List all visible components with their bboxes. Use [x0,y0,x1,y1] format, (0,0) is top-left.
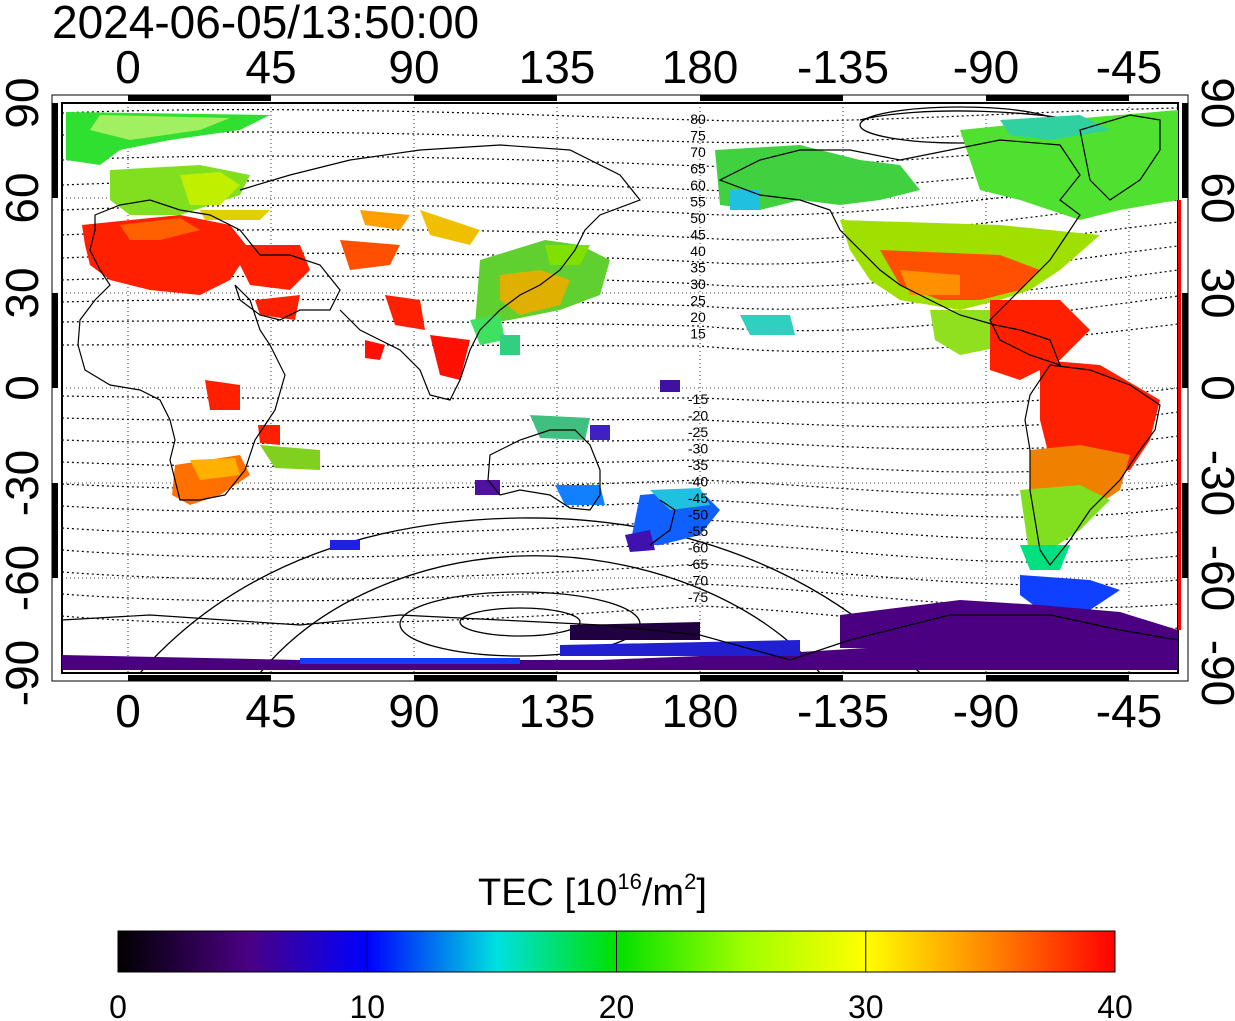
contour-label: -25 [688,424,708,440]
colorbar-tick-label: 30 [848,989,884,1021]
bottom-lon-label: 45 [245,685,296,737]
colorbar-tick-label: 40 [1097,989,1133,1021]
top-lon-label: 135 [519,41,596,93]
contour-label: -35 [688,457,708,473]
contour-label: 75 [690,128,706,144]
colorbar-tick-label: 0 [109,989,127,1021]
coastlines [62,114,1178,661]
contour-label: -30 [688,441,708,457]
contour-label: 20 [690,309,706,325]
top-lon-label: 180 [662,41,739,93]
contour-label: -45 [688,490,708,506]
colorbar: TEC [1016/m2] 0 10 20 30 40 [109,869,1133,1021]
contour-label: 45 [690,227,706,243]
contour-label: 70 [690,144,706,160]
right-lat-label: 60 [1192,172,1235,223]
left-lat-label: -90 [0,640,48,706]
contour-label: 30 [690,276,706,292]
contour-label: 25 [690,293,706,309]
left-lat-label: -30 [0,450,48,516]
bottom-border-bar [128,675,1129,681]
top-longitude-labels: 0 45 90 135 180 -135 -90 -45 [115,41,1162,93]
contour-label: 65 [690,161,706,177]
contour-label: 60 [690,177,706,193]
bottom-lon-label: -90 [953,685,1019,737]
right-lat-label: 30 [1192,267,1235,318]
bottom-longitude-labels: 0 45 90 135 180 -135 -90 -45 [115,685,1162,737]
bottom-lon-label: 0 [115,685,141,737]
contour-label: -70 [688,573,708,589]
contour-label: 15 [690,326,706,342]
right-latitude-labels: 90 60 30 0 -30 -60 -90 [1192,77,1235,706]
right-lat-label: -30 [1192,450,1235,516]
right-lat-label: 90 [1192,77,1235,128]
right-lat-label: -60 [1192,545,1235,611]
bottom-lon-label: -45 [1096,685,1162,737]
contour-label: -60 [688,540,708,556]
top-lon-label: -90 [953,41,1019,93]
contour-label: 40 [690,243,706,259]
left-lat-label: 60 [0,172,48,223]
top-lon-label: 90 [388,41,439,93]
top-lon-label: 0 [115,41,141,93]
contour-label: -20 [688,408,708,424]
contour-label: 55 [690,194,706,210]
map-timestamp-title: 2024-06-05/13:50:00 [52,0,479,48]
left-lat-label: 30 [0,267,48,318]
top-lon-label: 45 [245,41,296,93]
right-border-bar [1178,103,1188,630]
contour-label: -50 [688,507,708,523]
left-lat-label: -60 [0,545,48,611]
contour-label: 50 [690,210,706,226]
colorbar-title: TEC [1016/m2] [478,869,707,914]
left-border-bar [52,103,58,578]
bottom-lon-label: 180 [662,685,739,737]
left-lat-label: 90 [0,77,48,128]
left-lat-label: 0 [0,375,48,401]
right-lat-label: -90 [1192,640,1235,706]
contour-label: -15 [688,391,708,407]
contour-label: 80 [690,111,706,127]
top-lon-label: -45 [1096,41,1162,93]
colorbar-tick-label: 10 [349,989,385,1021]
contour-label: 35 [690,260,706,276]
bottom-lon-label: -135 [797,685,889,737]
bottom-lon-label: 90 [388,685,439,737]
bottom-lon-label: 135 [519,685,596,737]
contour-label: -40 [688,474,708,490]
colorbar-tick-label: 20 [599,989,635,1021]
left-latitude-labels: 90 60 30 0 -30 -60 -90 [0,77,48,706]
right-lat-label: 0 [1192,375,1235,401]
contour-label: -75 [688,589,708,605]
contour-label: -55 [688,523,708,539]
top-lon-label: -135 [797,41,889,93]
contour-label: -65 [688,556,708,572]
top-border-bar [128,95,1129,101]
colorbar-ticks: 0 10 20 30 40 [109,931,1133,1021]
